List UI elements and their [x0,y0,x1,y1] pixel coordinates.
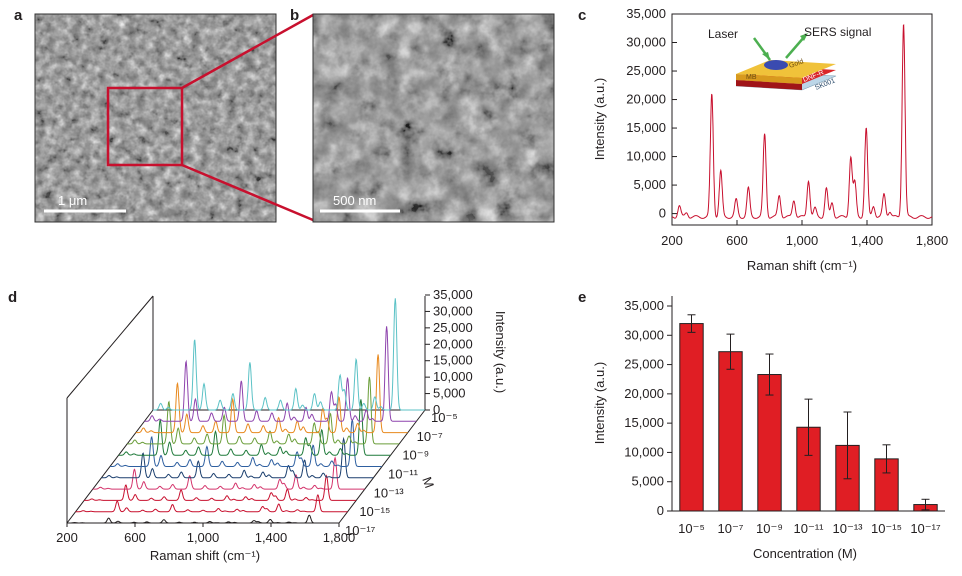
inset-mb-label: MB [746,74,757,81]
c-y-tick-label: 30,000 [626,35,666,50]
c-y-tick-label: 10,000 [626,149,666,164]
zoom-line-top [181,13,314,90]
panel-label-e: e [578,289,586,306]
d-depth-tick-label: 10⁻¹⁷ [345,523,376,538]
d-series-line [127,376,399,445]
d-z-axis-label: Intensity (a.u.) [493,311,508,393]
d-z-tick-label: 10,000 [433,369,473,384]
d-series-line [101,436,374,479]
d-series-line [92,456,365,490]
d-z-tick-label: 5,000 [433,386,466,401]
e-bar [718,351,743,512]
e-y-axis-label: Intensity (a.u.) [592,362,607,444]
e-y-tick-label: 30,000 [624,327,664,342]
e-x-tick-label: 10⁻¹⁵ [871,521,902,536]
d-x-tick-label: 600 [124,530,146,545]
d-series-line [144,326,417,422]
d-depth-tick-label: 10⁻⁹ [402,448,429,463]
e-x-axis-label: Concentration (M) [753,546,857,561]
raman-spectrum-chart: 0 5,000 10,000 15,000 20,000 25,000 30,000 35,0… [592,6,948,273]
e-y-tick-label: 5,000 [631,474,664,489]
e-x-tick-label: 10⁻¹¹ [794,521,825,536]
c-x-tick-label: 600 [726,233,748,248]
c-y-tick-label: 20,000 [626,92,666,107]
sers-schematic-inset: Laser SERS signal MB Gold DNF-R SK001 [708,25,871,92]
c-y-tick-label: 25,000 [626,63,666,78]
d-depth-axis-label: M [419,475,437,490]
d-x-tick-label: 1,000 [187,530,220,545]
inset-laser-label: Laser [708,27,738,41]
d-depth-tick-label: 10⁻⁷ [417,429,443,444]
d-series-line [135,354,408,434]
d-series-line [84,474,356,501]
panel-label-a: a [14,7,23,24]
d-series-line [153,298,425,411]
panel-label-b: b [290,7,299,24]
d-z-tick-label: 20,000 [433,336,473,351]
d-depth-tick-label: 10⁻¹⁵ [359,504,390,519]
e-y-tick-label: 20,000 [624,386,664,401]
mb-molecule-icon [764,60,788,70]
c-y-tick-label: 15,000 [626,120,666,135]
e-y-tick-label: 0 [657,503,664,518]
inset-sers-label: SERS signal [804,25,871,39]
zoom-box [106,86,184,167]
d-z-tick-label: 30,000 [433,303,473,318]
c-y-tick-label: 0 [659,206,666,221]
panel-label-d: d [8,289,17,306]
panel-label-c: c [578,7,586,24]
scale-label-b: 500 nm [333,193,376,208]
sem-image-b: 500 nm [312,13,555,223]
d-depth-tick-label: 10⁻¹³ [374,485,405,500]
e-bar [679,323,704,512]
c-y-tick-label: 5,000 [633,177,666,192]
d-z-tick-label: 15,000 [433,353,473,368]
c-y-tick-label: 35,000 [626,6,666,21]
raman-spectrum-line [671,24,933,219]
d-x-axis-label: Raman shift (cm⁻¹) [150,548,260,563]
d-depth-tick-label: 10⁻¹¹ [388,467,419,482]
c-x-tick-label: 200 [661,233,683,248]
e-x-tick-label: 10⁻¹³ [833,521,864,536]
d-depth-tick-label: 10⁻⁵ [431,410,458,425]
e-x-tick-label: 10⁻⁵ [678,521,705,536]
c-y-axis-label: Intensity (a.u.) [592,78,607,160]
e-y-tick-label: 15,000 [624,415,664,430]
e-x-tick-label: 10⁻⁷ [717,521,743,536]
e-x-tick-label: 10⁻⁹ [756,521,783,536]
d-z-tick-label: 35,000 [433,287,473,302]
d-series-line [75,493,348,513]
d-z-tick-label: 25,000 [433,320,473,335]
e-y-tick-label: 35,000 [624,298,664,313]
e-x-tick-label: 10⁻¹⁷ [910,521,941,536]
inset-gold-label: Gold [788,58,804,70]
d-series-line [67,514,339,524]
e-y-tick-label: 25,000 [624,357,664,372]
sem-image-a: 1 μm [34,13,277,223]
c-x-tick-label: 1,000 [786,233,819,248]
d-x-tick-label: 1,400 [255,530,288,545]
d-x-tick-label: 1,800 [323,530,356,545]
c-x-axis-label: Raman shift (cm⁻¹) [747,258,857,273]
concentration-bar-chart: 0 5,000 10,000 15,000 20,000 25,000 30,000 35,0… [592,296,945,561]
e-y-tick-label: 10,000 [624,444,664,459]
d-series-line [110,419,382,467]
c-x-tick-label: 1,800 [916,233,949,248]
d-z-tick-label: 0 [433,402,440,417]
zoom-line-bottom [181,163,314,222]
d-x-tick-label: 200 [56,530,78,545]
c-x-tick-label: 1,400 [851,233,884,248]
scale-label-a: 1 μm [58,193,87,208]
d-series-line [118,399,391,456]
